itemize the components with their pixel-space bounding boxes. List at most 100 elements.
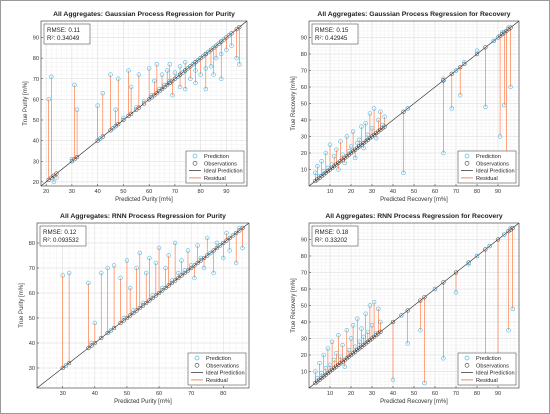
- observation-point: [162, 84, 167, 90]
- ideal-prediction-line: [36, 222, 250, 389]
- observation-point: [159, 86, 165, 92]
- observation-point: [86, 345, 91, 351]
- prediction-point: [134, 265, 139, 271]
- x-tick-label: 70: [172, 189, 178, 195]
- chart-panel-2: 10 20 30 40 50 60 70 80 90 10 20 30 40 50 60 70 80 90 All …: [291, 11, 520, 203]
- observation-point: [201, 255, 207, 261]
- observation-point: [153, 293, 158, 298]
- x-tick-label: 80: [474, 189, 480, 195]
- observation-point: [157, 88, 162, 94]
- prediction-point: [350, 323, 356, 328]
- y-tick-label: 50: [301, 102, 307, 108]
- prediction-point: [329, 339, 335, 344]
- legend-label: Observations: [204, 161, 237, 167]
- prediction-point: [353, 344, 358, 349]
- prediction-point: [399, 313, 404, 318]
- prediction-point: [176, 270, 181, 276]
- prediction-point: [149, 93, 154, 98]
- prediction-point: [313, 170, 318, 176]
- x-tick-label: 10: [327, 391, 333, 397]
- prediction-series: [313, 225, 515, 386]
- observation-point: [176, 275, 181, 281]
- observation-point: [46, 177, 51, 182]
- prediction-point: [198, 255, 204, 261]
- y-tick-label: 80: [33, 56, 39, 62]
- observation-point: [152, 93, 157, 98]
- prediction-point: [183, 60, 188, 65]
- legend-label: Observations: [206, 363, 239, 369]
- x-tick-label: 50: [120, 189, 126, 195]
- legend-label: Prediction: [206, 356, 231, 362]
- observation-point: [128, 111, 134, 116]
- prediction-point: [163, 265, 168, 271]
- prediction-point: [188, 76, 193, 81]
- prediction-point: [357, 339, 362, 344]
- prediction-point: [405, 106, 410, 111]
- prediction-point: [355, 316, 360, 321]
- prediction-point: [201, 53, 206, 59]
- prediction-point: [144, 270, 149, 276]
- observation-point: [195, 260, 200, 266]
- y-tick-label: 90: [33, 36, 39, 42]
- prediction-point: [150, 293, 155, 298]
- prediction-point: [136, 72, 142, 77]
- legend-swatch-prediction: [464, 355, 470, 361]
- chart-title: All Aggregates: RNN Process Regression f…: [60, 213, 226, 220]
- y-tick-label: 10: [301, 370, 307, 376]
- prediction-point: [340, 152, 345, 157]
- prediction-point: [317, 173, 322, 179]
- y-tick-label: 40: [301, 118, 307, 124]
- prediction-point: [233, 260, 239, 266]
- prediction-point: [108, 72, 113, 77]
- legend-label: Prediction: [476, 356, 501, 362]
- x-tick-label: 40: [390, 391, 396, 397]
- prediction-point: [141, 99, 147, 104]
- prediction-point: [66, 270, 72, 276]
- prediction-point: [369, 323, 375, 328]
- observation-point: [126, 113, 131, 119]
- y-axis-label: True Recovery [m%]: [291, 278, 297, 333]
- prediction-point: [441, 150, 446, 156]
- observation-point: [128, 313, 133, 318]
- y-tick-label: 70: [33, 77, 39, 83]
- observation-point: [378, 329, 383, 335]
- prediction-point: [371, 300, 377, 305]
- stats-line: R²: 0.093532: [43, 237, 79, 244]
- prediction-point: [334, 147, 339, 152]
- prediction-point: [195, 57, 201, 63]
- chart-panel-3: 30 40 50 60 70 80 30 40 50 60 70 80 All Aggregates: …: [19, 213, 250, 405]
- x-tick-label: 60: [432, 189, 438, 195]
- prediction-point: [46, 97, 51, 102]
- observation-point: [508, 25, 513, 30]
- prediction-point: [332, 154, 337, 159]
- y-axis-label: True Recovery [m%]: [291, 76, 297, 131]
- x-tick-label: 50: [411, 189, 417, 195]
- y-tick-label: 20: [301, 151, 307, 157]
- observation-point: [144, 300, 149, 306]
- prediction-point: [153, 260, 159, 266]
- prediction-point: [185, 248, 191, 253]
- chart-panel-1: 20 30 40 50 60 70 80 90 20 30 40 50 60 70 80 90 All Aggr…: [23, 11, 248, 203]
- prediction-point: [369, 126, 375, 131]
- x-tick-label: 40: [95, 189, 101, 195]
- x-tick-label: 10: [327, 189, 333, 195]
- observation-point: [510, 225, 515, 231]
- y-tick-label: 40: [33, 139, 39, 145]
- prediction-point: [378, 319, 383, 325]
- prediction-series: [60, 225, 245, 368]
- observation-point: [54, 171, 59, 176]
- prediction-point: [126, 68, 131, 73]
- y-tick-label: 60: [33, 97, 39, 103]
- observation-point: [147, 298, 152, 303]
- prediction-point: [350, 129, 356, 134]
- axes-box: [36, 222, 250, 389]
- prediction-point: [74, 107, 80, 112]
- x-tick-label: 60: [146, 189, 152, 195]
- residual-series: [62, 228, 243, 368]
- observation-point: [418, 298, 423, 303]
- prediction-point: [367, 303, 373, 308]
- prediction-point: [365, 329, 370, 335]
- x-tick-label: 30: [369, 189, 375, 195]
- observation-point: [182, 270, 187, 276]
